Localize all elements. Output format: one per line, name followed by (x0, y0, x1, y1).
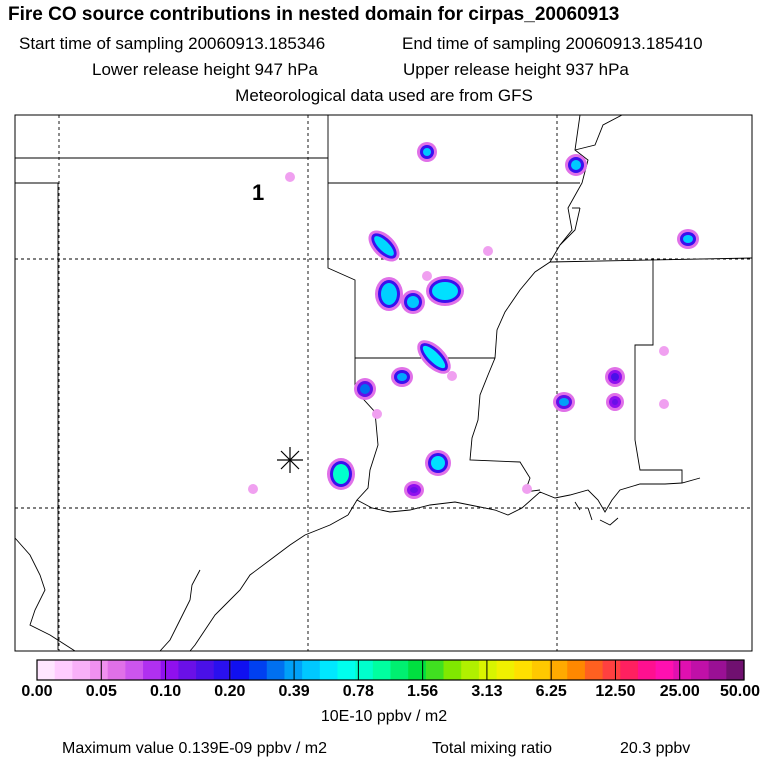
colorbar-cell (160, 660, 179, 680)
colorbar-cell (355, 660, 374, 680)
colorbar-cell (690, 660, 710, 680)
faint-plume (372, 409, 382, 419)
colorbar-cell (196, 660, 215, 680)
plume-core (422, 345, 446, 369)
colorbar-cell (231, 660, 250, 680)
map-frame (14, 114, 753, 652)
colorbar-cell (514, 660, 533, 680)
colorbar-cell (302, 660, 321, 680)
asterisk-icon (277, 447, 303, 473)
colorbar-cell (584, 660, 604, 680)
faint-plume (659, 399, 669, 409)
release-number-label: 1 (252, 180, 264, 205)
colorbar-tick-label: 0.10 (149, 683, 182, 700)
colorbar-cell (673, 660, 692, 680)
colorbar-tick-label: 25.00 (659, 683, 700, 700)
colorbar-cell (266, 660, 286, 680)
map-title: Fire CO source contributions in nested d… (8, 4, 620, 25)
max-value-label: Maximum value 0.139E-09 ppbv / m2 (62, 740, 328, 757)
colorbar-cell (107, 660, 126, 680)
met-data-label: Meteorological data used are from GFS (235, 86, 533, 105)
colorbar-cell (143, 660, 162, 680)
colorbar-cell (655, 660, 674, 680)
colorbar-cell (37, 660, 56, 680)
fire-source-plumes (248, 142, 699, 499)
colorbar-cell (531, 660, 551, 680)
colorbar-cell (637, 660, 657, 680)
faint-plume (483, 246, 493, 256)
colorbar-cell (726, 660, 745, 680)
faint-plume (659, 346, 669, 356)
colorbar-cell (337, 660, 356, 680)
colorbar-cell (708, 660, 727, 680)
colorbar-cell (390, 660, 409, 680)
faint-plume (248, 484, 258, 494)
faint-plume (447, 371, 457, 381)
colorbar-tick-label: 0.39 (278, 683, 310, 700)
colorbar-cell (408, 660, 427, 680)
colorbar-cell (54, 660, 73, 680)
colorbar-tick-label: 0.00 (21, 683, 53, 700)
total-mixing-label: Total mixing ratio (432, 740, 553, 757)
colorbar-cell (213, 660, 233, 680)
faint-plume (522, 484, 532, 494)
colorbar-cell (602, 660, 621, 680)
plume-core (683, 235, 693, 243)
plume-core (360, 384, 370, 394)
colorbar-cell (496, 660, 515, 680)
colorbar-cell (567, 660, 586, 680)
plume-core (423, 148, 431, 156)
upper-height-label: Upper release height 937 hPa (403, 60, 629, 79)
plume-core (397, 373, 407, 381)
coastline (189, 477, 701, 651)
colorbar-cell (549, 660, 568, 680)
plume-core (431, 456, 445, 470)
colorbar-cell (461, 660, 480, 680)
colorbar-cell (90, 660, 109, 680)
end-time-label: End time of sampling 20060913.185410 (402, 34, 703, 53)
colorbar-tick-label: 12.50 (595, 683, 636, 700)
colorbar-tick-label: 50.00 (719, 683, 761, 700)
colorbar-cell (620, 660, 639, 680)
colorbar-cell (125, 660, 144, 680)
colorbar-tick-label: 6.25 (535, 683, 567, 700)
colorbar-cell (478, 660, 498, 680)
plume-core (381, 283, 397, 305)
faint-plume (422, 271, 432, 281)
colorbar-cell (178, 660, 197, 680)
plume-core (611, 373, 619, 381)
plume-core (571, 160, 581, 170)
colorbar-tick-label: 3.13 (471, 683, 503, 700)
colorbar-cell (249, 660, 268, 680)
plume-core (432, 282, 458, 300)
plume-core (410, 487, 418, 493)
colorbar-cell (284, 660, 303, 680)
plume-core (374, 236, 394, 256)
colorbar-cell (425, 660, 445, 680)
colorbar-cell (443, 660, 462, 680)
colorbar-cell (319, 660, 339, 680)
plume-core (407, 296, 419, 308)
colorbar-tick-label: 0.05 (85, 683, 117, 700)
plume-core (612, 399, 618, 405)
mexico-border (15, 537, 201, 651)
plume-core (559, 398, 569, 406)
colorbar-tick-label: 1.56 (407, 683, 439, 700)
start-time-label: Start time of sampling 20060913.185346 (19, 34, 326, 53)
colorbar-cell (372, 660, 392, 680)
colorbar-tick-label: 0.78 (342, 683, 374, 700)
colorbar-cell (72, 660, 91, 680)
colorbar-tick-label: 0.20 (214, 683, 246, 700)
total-mixing-value: 20.3 ppbv (620, 740, 691, 757)
colorbar-units: 10E-10 ppbv / m2 (320, 708, 448, 725)
plume-core (333, 464, 349, 484)
faint-plume (285, 172, 295, 182)
lower-height-label: Lower release height 947 hPa (92, 60, 318, 79)
